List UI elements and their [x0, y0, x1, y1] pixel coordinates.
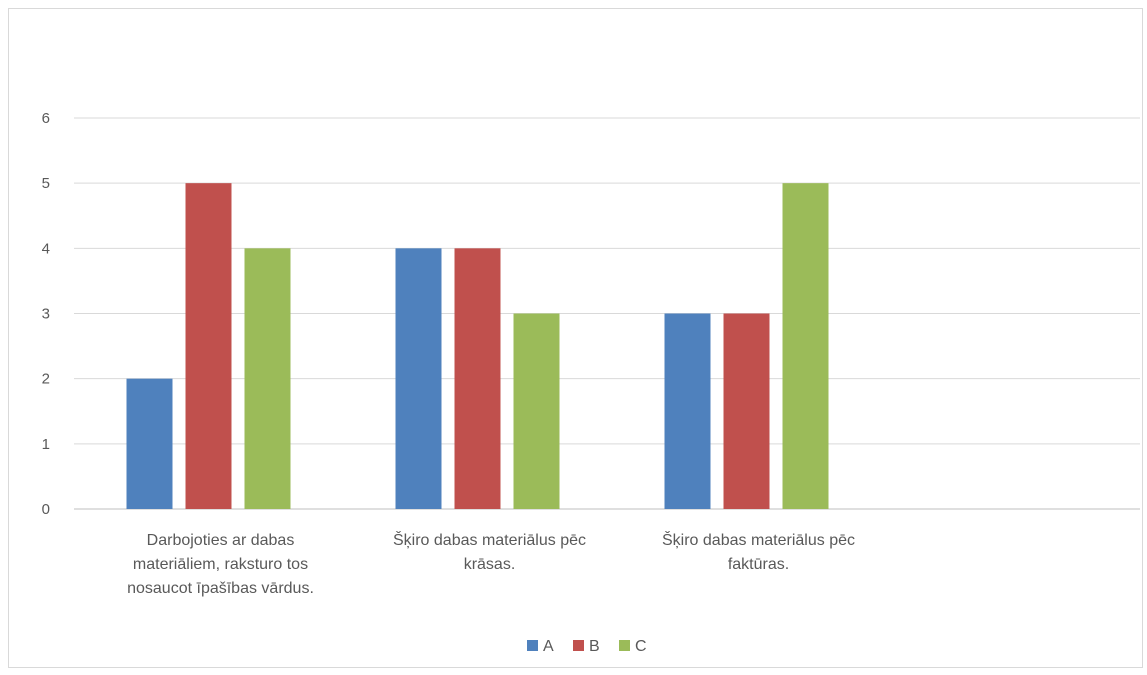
bar-c-2	[513, 313, 560, 509]
bar-a-2	[395, 248, 442, 510]
x-axis-category-labels: Darbojoties ar dabas materiāliem, rakstur…	[127, 530, 855, 597]
y-tick-label: 1	[42, 436, 50, 453]
x-category-label: Šķiro dabas materiālus pēc	[393, 530, 586, 549]
bars	[126, 183, 829, 510]
bar-a-3	[664, 313, 711, 509]
bar-b-1	[185, 183, 232, 509]
legend-label-a: A	[543, 638, 554, 655]
y-tick-label: 5	[42, 175, 50, 192]
legend: A B C	[527, 638, 647, 655]
legend-label-c: C	[635, 638, 647, 655]
y-tick-label: 0	[42, 501, 50, 518]
legend-swatch-b	[573, 640, 584, 651]
bar-c-3	[782, 183, 829, 509]
x-category-label: Šķiro dabas materiālus pēc	[662, 530, 855, 549]
y-axis-ticks: 0 1 2 3 4 5 6	[42, 110, 50, 518]
y-tick-label: 2	[42, 371, 50, 388]
y-tick-label: 6	[42, 110, 50, 127]
bar-b-3	[723, 313, 770, 509]
gridlines	[74, 117, 1140, 510]
x-category-label: krāsas.	[464, 556, 516, 573]
bar-c-1	[244, 248, 291, 510]
y-tick-label: 4	[42, 240, 50, 257]
x-category-label: faktūras.	[728, 556, 789, 573]
legend-label-b: B	[589, 638, 600, 655]
x-category-label: nosaucot īpašības vārdus.	[127, 580, 314, 597]
y-tick-label: 3	[42, 306, 50, 323]
legend-swatch-c	[619, 640, 630, 651]
bar-a-1	[126, 378, 173, 509]
x-category-label: materiāliem, raksturo tos	[133, 556, 308, 573]
bar-b-2	[454, 248, 501, 510]
x-category-label: Darbojoties ar dabas	[147, 532, 295, 549]
legend-swatch-a	[527, 640, 538, 651]
